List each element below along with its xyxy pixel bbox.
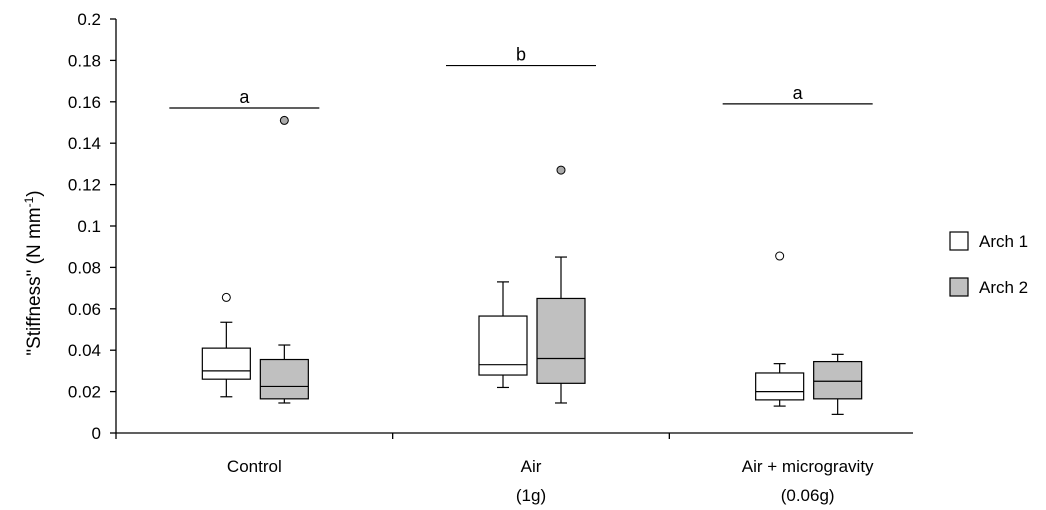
x-category-label: (0.06g): [781, 486, 835, 505]
y-axis-title-main: "Stiffness" (N mm: [24, 207, 45, 355]
plot-area: 0 0.02 0.04 0.06 0.08 0.1 0.12 0.14 0.16 0.18 0.2 C…: [68, 10, 913, 505]
box-1: [201, 292, 251, 398]
legend-label: Arch 1: [979, 232, 1028, 251]
y-tick-label: 0.08: [68, 258, 101, 277]
significance-letter: b: [516, 45, 526, 65]
y-tick-label: 0.04: [68, 341, 101, 360]
box-2: [536, 165, 586, 404]
x-category-label: Control: [227, 457, 282, 476]
legend-swatch: [949, 231, 969, 251]
legend: Arch 1 Arch 2: [949, 231, 1028, 297]
legend-swatch: [949, 277, 969, 297]
outlier-point: [775, 251, 785, 261]
y-tick-label: 0.06: [68, 300, 101, 319]
outlier-point: [221, 292, 231, 302]
y-tick-label: 0.18: [68, 51, 101, 70]
y-axis-title-close: ): [24, 190, 45, 196]
outlier-point: [279, 115, 289, 125]
box-iqr: [201, 347, 251, 380]
box-iqr: [755, 372, 805, 401]
outlier-point: [556, 165, 566, 175]
box-1: [755, 251, 805, 407]
significance-letter: a: [239, 87, 250, 107]
y-axis-title: "Stiffness" (N mm-1): [22, 190, 45, 355]
box-iqr: [536, 297, 586, 384]
y-tick-label: 0.1: [77, 217, 101, 236]
y-axis-title-superscript: -1: [22, 196, 36, 207]
box-2: [259, 115, 309, 404]
box-1: [478, 281, 528, 389]
box-2: [813, 353, 863, 415]
legend-label: Arch 2: [979, 278, 1028, 297]
y-tick-label: 0.14: [68, 134, 101, 153]
x-category-label: Air + microgravity: [742, 457, 874, 476]
significance-letter: a: [793, 83, 804, 103]
box-iqr: [478, 315, 528, 376]
y-tick-label: 0.02: [68, 383, 101, 402]
y-tick-label: 0.2: [77, 10, 101, 29]
x-category-label: Air: [521, 457, 542, 476]
y-tick-label: 0.16: [68, 93, 101, 112]
x-category-label: (1g): [516, 486, 546, 505]
y-tick-label: 0: [92, 424, 101, 443]
y-tick-label: 0.12: [68, 176, 101, 195]
box-iqr: [813, 360, 863, 400]
box-iqr: [259, 358, 309, 400]
